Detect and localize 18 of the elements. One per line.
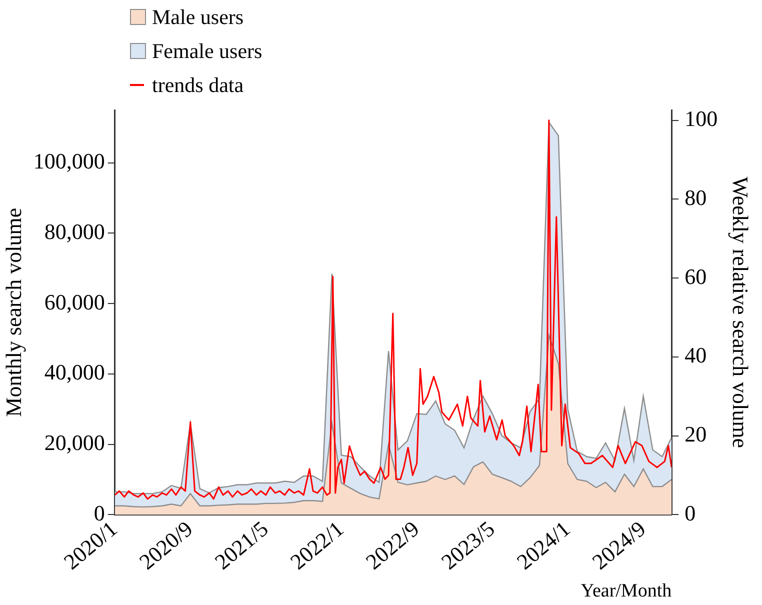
y-tick-label: 60,000 xyxy=(44,289,105,314)
y-tick-label: 0 xyxy=(94,500,105,526)
legend-label: Male users xyxy=(152,4,244,31)
legend-label: trends data xyxy=(152,72,244,99)
y-tick-label: 20,000 xyxy=(44,430,105,456)
y2-axis-title: Weekly relative search volume xyxy=(728,176,754,448)
y2-tick-label: 40 xyxy=(684,342,707,368)
legend-label: Female users xyxy=(152,38,262,65)
y2-tick-label: 20 xyxy=(684,422,707,447)
y-tick-label: 40,000 xyxy=(44,360,105,385)
y2-tick-label: 100 xyxy=(684,106,718,132)
y2-tick-label: 60 xyxy=(684,264,707,289)
y-axis-title: Monthly search volume xyxy=(0,208,26,417)
y-tick-label: 100,000 xyxy=(33,148,105,174)
y-tick-label: 80,000 xyxy=(44,218,105,244)
y2-tick-label: 0 xyxy=(684,500,696,526)
y2-tick-label: 80 xyxy=(684,184,707,210)
x-axis-title: Year/Month xyxy=(580,580,672,602)
